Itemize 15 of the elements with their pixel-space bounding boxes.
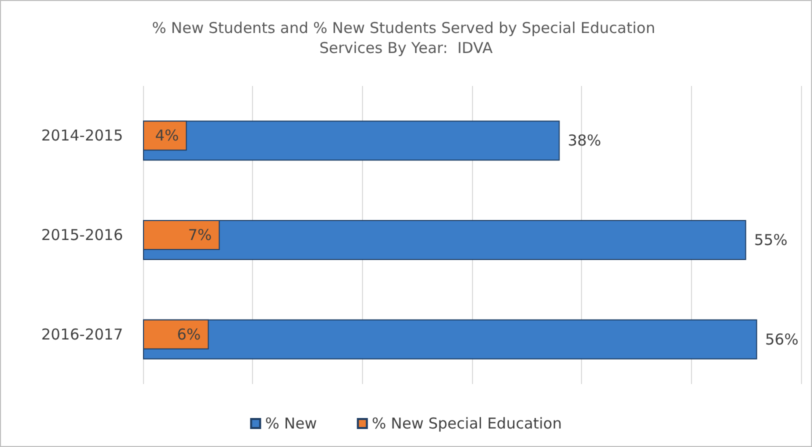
data-label: 38% xyxy=(568,132,602,150)
bar xyxy=(143,319,758,360)
bar xyxy=(143,220,746,260)
data-label: 7% xyxy=(188,226,212,244)
data-label: 6% xyxy=(177,325,201,344)
y-tick-label: 2014-2015 xyxy=(41,126,123,145)
data-label: 4% xyxy=(155,126,179,145)
data-label: 56% xyxy=(765,330,798,348)
chart-title: % New Students and % New Students Served by Special Education Services By Year: IDVA xyxy=(152,19,660,57)
y-tick-label: 2015-2016 xyxy=(41,226,123,244)
y-tick-label: 2016-2017 xyxy=(41,325,123,344)
legend-label: % New xyxy=(265,414,317,432)
legend-label: % New Special Education xyxy=(372,414,562,432)
data-label: 55% xyxy=(754,231,788,249)
bar xyxy=(143,120,560,161)
